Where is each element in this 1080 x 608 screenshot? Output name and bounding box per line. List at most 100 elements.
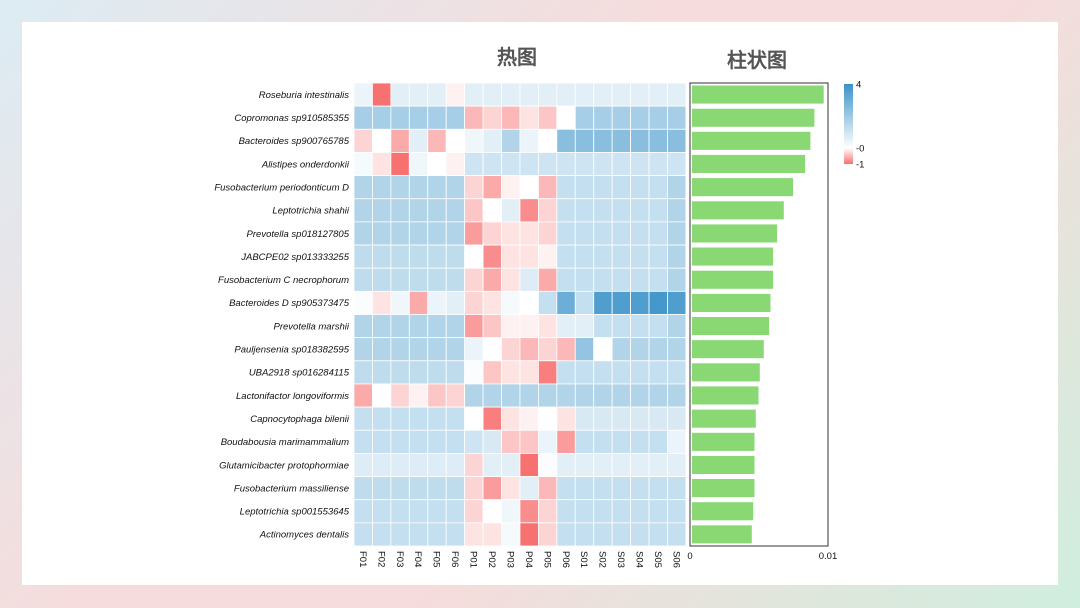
heatmap-cell: [556, 522, 576, 547]
heatmap-cell: [464, 221, 484, 246]
color-scale-tick-label: -1: [856, 159, 864, 170]
bar: [692, 479, 755, 498]
heatmap-cell: [611, 244, 631, 269]
color-scale-ticks: 4 -0 -1: [856, 79, 864, 170]
row-label: UBA2918 sp016284115: [249, 368, 350, 379]
heatmap-cell: [630, 452, 650, 477]
heatmap-cell: [427, 175, 447, 200]
heatmap-cell: [427, 383, 447, 408]
heatmap-cell: [464, 152, 484, 176]
column-label: F01: [357, 551, 368, 567]
heatmap-cell: [593, 337, 613, 362]
row-label: Alistipes onderdonkii: [261, 159, 350, 170]
heatmap-cell: [408, 383, 429, 408]
heatmap-cell: [390, 337, 410, 362]
heatmap-cell: [427, 522, 447, 547]
bar: [692, 201, 784, 220]
heatmap-cell: [501, 476, 521, 501]
heatmap-cell: [464, 406, 484, 431]
heatmap-cell: [556, 128, 576, 153]
heatmap-cell: [538, 198, 558, 223]
column-label: P03: [504, 551, 515, 568]
heatmap-cell: [501, 337, 521, 362]
heatmap-cell: [667, 337, 687, 362]
heatmap-cell: [372, 429, 392, 454]
row-label: Bacteroides sp900765785: [239, 136, 350, 147]
heatmap-cell: [501, 175, 521, 200]
heatmap-cell: [372, 499, 392, 524]
heatmap-cell: [482, 337, 502, 362]
heatmap-cell: [611, 476, 631, 501]
heatmap-cell: [372, 314, 392, 339]
heatmap-cell: [427, 267, 447, 292]
heatmap-cell: [538, 476, 558, 501]
heatmap-cell: [464, 244, 484, 269]
heatmap-cell: [390, 522, 410, 547]
heatmap-cell: [390, 383, 410, 408]
heatmap-cell: [408, 128, 429, 153]
heatmap-cell: [574, 429, 595, 454]
heatmap-cell: [574, 383, 595, 408]
heatmap-cell: [464, 383, 484, 408]
heatmap-cell: [519, 522, 539, 547]
heatmap-cell: [372, 360, 392, 385]
heatmap-cell: [482, 128, 502, 153]
heatmap-cell: [611, 452, 631, 477]
heatmap-cell: [574, 175, 595, 200]
column-label: P05: [541, 551, 552, 568]
heatmap-cell: [482, 152, 502, 176]
heatmap-cell: [353, 452, 373, 477]
heatmap-cell: [611, 267, 631, 292]
heatmap-cell: [556, 476, 576, 501]
heatmap-cell: [427, 499, 447, 524]
heatmap-cell: [538, 522, 558, 547]
heatmap-cell: [408, 337, 429, 362]
heatmap-cell: [648, 314, 668, 339]
heatmap-cell: [353, 267, 373, 292]
heatmap-title: 热图: [497, 45, 537, 69]
heatmap-cell: [630, 105, 650, 130]
heatmap-cell: [574, 522, 595, 547]
heatmap-cell: [482, 452, 502, 477]
row-label: Leptotrichia sp001553645: [240, 507, 350, 518]
heatmap-cell: [574, 337, 595, 362]
heatmap-cell: [501, 429, 521, 454]
heatmap-cell: [353, 476, 373, 501]
bar: [692, 293, 771, 312]
heatmap-cell: [648, 290, 668, 315]
heatmap-cell: [630, 244, 650, 269]
heatmap-cell: [574, 290, 595, 315]
heatmap-cell: [519, 452, 539, 477]
heatmap-cell: [445, 406, 466, 431]
heatmap-cell: [372, 290, 392, 315]
heatmap-cell: [390, 499, 410, 524]
heatmap-cell: [611, 406, 631, 431]
heatmap-cell: [353, 406, 373, 431]
heatmap-cell: [427, 314, 447, 339]
heatmap-cell: [519, 175, 539, 200]
heatmap-cell: [408, 175, 429, 200]
heatmap-cell: [501, 221, 521, 246]
heatmap-cell: [353, 499, 373, 524]
heatmap-cell: [556, 175, 576, 200]
heatmap-cell: [408, 476, 429, 501]
heatmap-cell: [574, 314, 595, 339]
bar: [692, 525, 752, 544]
heatmap-cell: [611, 429, 631, 454]
heatmap-cell: [427, 360, 447, 385]
heatmap-cell: [445, 499, 466, 524]
heatmap-cell: [390, 314, 410, 339]
heatmap-cell: [538, 406, 558, 431]
heatmap-cell: [556, 152, 576, 176]
heatmap-cell: [408, 360, 429, 385]
heatmap-cell: [501, 152, 521, 176]
heatmap-cell: [593, 105, 613, 130]
heatmap-cell: [445, 360, 466, 385]
heatmap-cell: [630, 267, 650, 292]
bar: [692, 85, 824, 104]
heatmap-cell: [538, 452, 558, 477]
heatmap-cell: [556, 406, 576, 431]
heatmap-cell: [427, 198, 447, 223]
column-label: F02: [375, 551, 386, 567]
row-label: Glutamicibacter protophormiae: [219, 460, 349, 471]
